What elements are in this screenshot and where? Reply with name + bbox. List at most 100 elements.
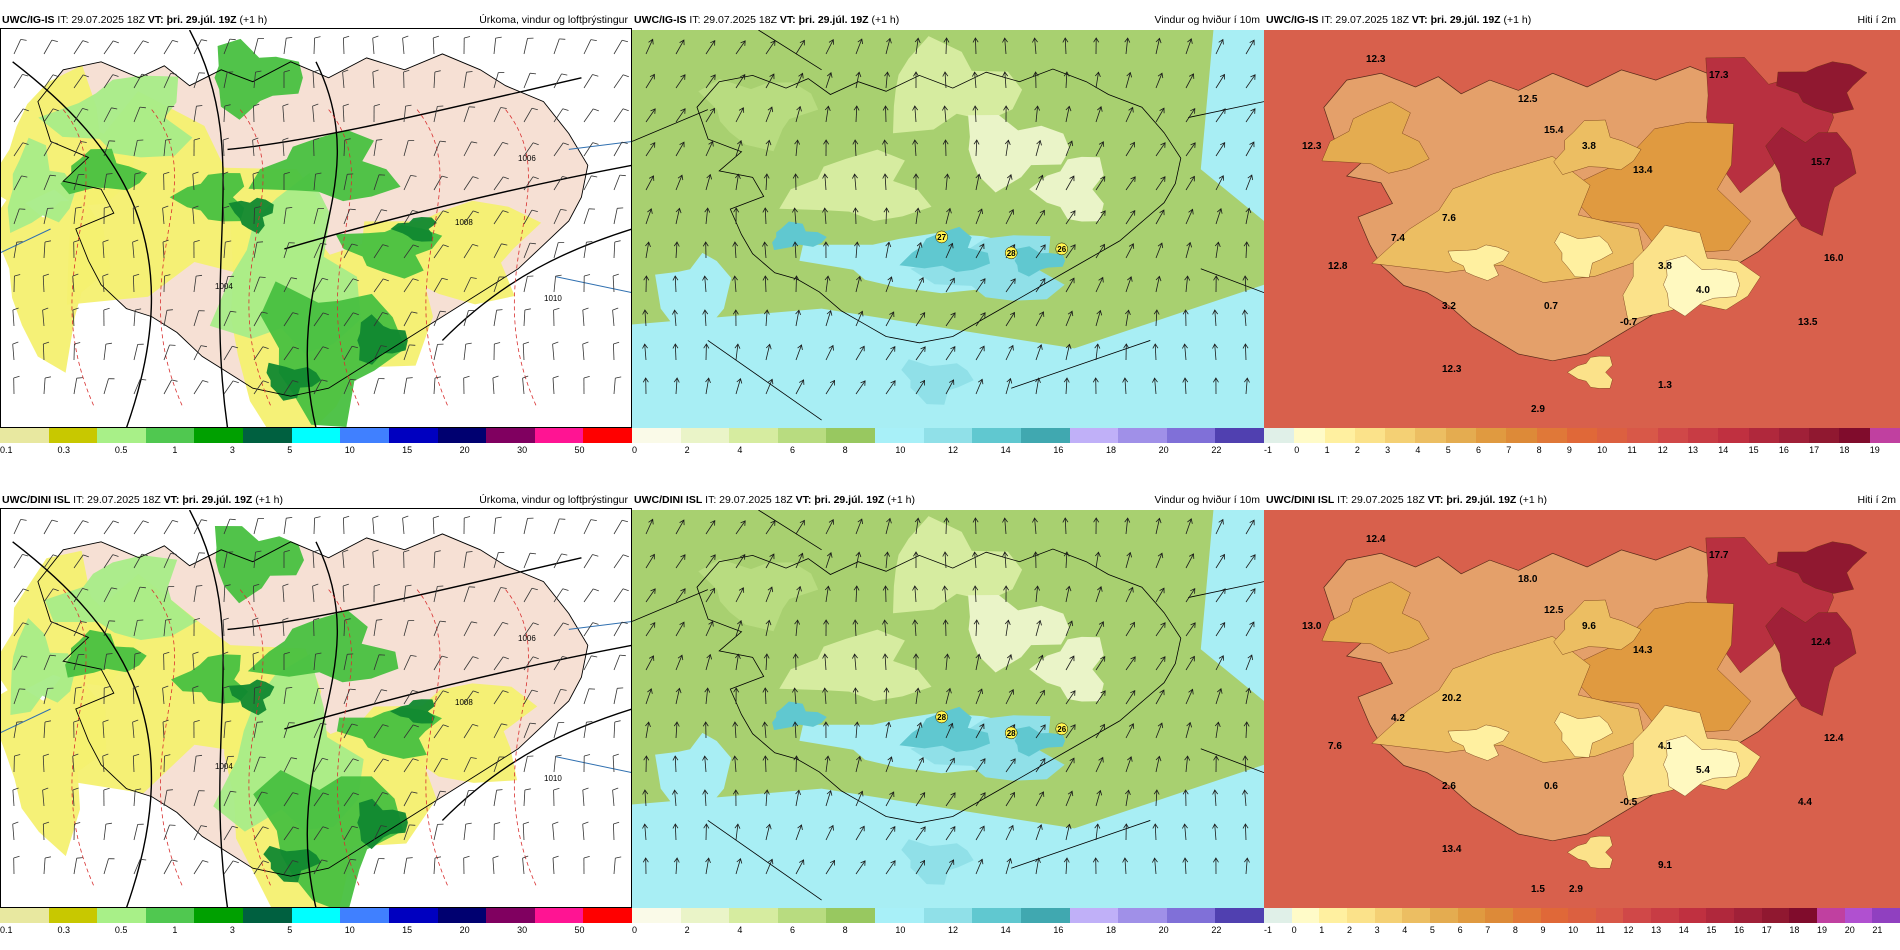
colorbar-swatch: [729, 908, 779, 923]
colorbar-swatch: [1512, 908, 1542, 923]
map-svg: 12.3 17.3 12.5 15.4 12.3 13.4 15.7 3.8 7.6 7.4 16.…: [1264, 30, 1900, 428]
colorbar-swatch: [1817, 908, 1846, 923]
colorbar-label: 0: [632, 445, 638, 455]
colorbar-swatch: [875, 908, 925, 923]
colorbar-label: 0.5: [114, 925, 128, 935]
panel-title: Vindur og hviður í 10m: [1154, 14, 1260, 26]
coastline: [37, 533, 589, 877]
colorbar-swatch: [194, 908, 245, 923]
colorbar-swatch: [1485, 908, 1514, 923]
colorbar-label: 16: [1778, 445, 1789, 455]
colorbar-label: 4: [737, 445, 743, 455]
init-time: IT: 29.07.2025 18Z: [686, 14, 780, 26]
temperature-label: 5.4: [1696, 765, 1710, 776]
temperature-label: 12.4: [1366, 534, 1386, 545]
colorbar: 0.1 0.3 0.5 1 3 5 10 15 20 30 50: [0, 428, 633, 458]
panel-run-info: UWC/DINI ISL IT: 29.07.2025 18Z VT: þri.…: [634, 492, 915, 508]
panel-header: UWC/IG-IS IT: 29.07.2025 18Z VT: þri. 29…: [1264, 12, 1900, 28]
temperature-label: 0.7: [1544, 301, 1558, 312]
colorbar-label: 5: [1429, 925, 1435, 935]
colorbar-label: -1: [1264, 925, 1273, 935]
colorbar-swatch: [1748, 428, 1780, 443]
colorbar-label: 6: [790, 925, 796, 935]
colorbar-swatch: [1540, 908, 1570, 923]
colorbar-label: 5: [1445, 445, 1451, 455]
colorbar-label: 10: [1597, 445, 1608, 455]
colorbar-label: 6: [790, 445, 796, 455]
colorbar: 0.1 0.3 0.5 1 3 5 10 15 20 30 50: [0, 908, 633, 938]
temperature-label: 4.4: [1798, 797, 1812, 808]
map-canvas: 1006 1008 1010 1004: [0, 30, 632, 428]
temperature-label: 18.0: [1518, 574, 1538, 585]
temperature-label: -0.5: [1620, 797, 1638, 808]
colorbar-swatch: [291, 908, 342, 923]
temperature-label: 9.1: [1658, 860, 1672, 871]
wind-field: [642, 517, 1256, 875]
init-time: IT: 29.07.2025 18Z: [1334, 494, 1428, 506]
colorbar-swatch: [145, 428, 196, 443]
colorbar-swatch: [486, 908, 536, 923]
colorbar-label: 0.1: [0, 445, 13, 455]
colorbar-label: 17: [1809, 445, 1820, 455]
model-name: UWC/DINI ISL: [634, 494, 703, 506]
colorbar-label: 20: [1844, 925, 1855, 935]
colorbar-label: 7: [1485, 925, 1491, 935]
gust-label: 28: [935, 710, 948, 724]
colorbar-swatch: [826, 428, 877, 443]
colorbar-label: 13: [1688, 445, 1699, 455]
colorbar-swatch: [1402, 908, 1431, 923]
colorbar-label: 8: [1536, 445, 1542, 455]
colorbar-swatch: [291, 428, 342, 443]
isobar-label: 1010: [544, 294, 562, 303]
colorbar-label: 4: [1402, 925, 1408, 935]
colorbar-swatch: [777, 428, 828, 443]
colorbar-swatch: [437, 908, 488, 923]
isobar-label: 1006: [518, 634, 536, 643]
colorbar-swatch: [1324, 428, 1356, 443]
colorbar-swatch: [1374, 908, 1404, 923]
colorbar-swatch: [777, 908, 828, 923]
map-canvas: 12.3 17.3 12.5 15.4 12.3 13.4 15.7 3.8 7.6 7.4 16.…: [1264, 30, 1900, 428]
colorbar-swatch: [1718, 428, 1750, 443]
lead-time: (+1 h): [1516, 494, 1547, 506]
temperature-label: 1.3: [1658, 380, 1672, 391]
colorbar-label: 1: [172, 925, 178, 935]
svg-text:28: 28: [1007, 249, 1016, 258]
colorbar-label: 10: [344, 925, 355, 935]
colorbar-swatch: [1778, 428, 1811, 443]
panel-run-info: UWC/DINI ISL IT: 29.07.2025 18Z VT: þri.…: [2, 492, 283, 508]
colorbar-label: 0.1: [0, 925, 13, 935]
colorbar-swatch: [680, 908, 731, 923]
temperature-label: 3.2: [1442, 301, 1456, 312]
init-time: IT: 29.07.2025 18Z: [54, 14, 148, 26]
colorbar-label: 16: [1734, 925, 1745, 935]
model-name: UWC/IG-IS: [2, 14, 55, 26]
wind-speed-field: [655, 36, 1104, 405]
temperature-field: [1321, 57, 1868, 389]
map-canvas: 12.4 17.7 18.0 12.5 13.0 14.3 12.4 9.6 20.2 4.2 12…: [1264, 510, 1900, 908]
colorbar-swatch: [534, 428, 585, 443]
colorbar-label: 8: [842, 925, 848, 935]
temperature-label: 16.0: [1824, 253, 1844, 264]
colorbar-label: 2: [684, 445, 690, 455]
isobar-label: 1008: [455, 218, 473, 227]
colorbar-swatch: [437, 428, 488, 443]
colorbar-swatch: [1734, 908, 1763, 923]
colorbar-label: 6: [1476, 445, 1482, 455]
colorbar-label: 12: [948, 445, 959, 455]
colorbar-label: 14: [1000, 445, 1011, 455]
colorbar-label: 18: [1106, 925, 1117, 935]
temperature-label: 12.3: [1442, 364, 1462, 375]
colorbar-label: -1: [1264, 445, 1273, 455]
map-svg: 27 28 26: [632, 30, 1264, 428]
init-time: IT: 29.07.2025 18Z: [702, 494, 796, 506]
temperature-label: 20.2: [1442, 693, 1462, 704]
panel-run-info: UWC/IG-IS IT: 29.07.2025 18Z VT: þri. 29…: [2, 12, 267, 28]
colorbar-swatch: [1678, 908, 1708, 923]
temperature-label: 17.3: [1709, 70, 1729, 81]
precip-field: [0, 38, 542, 428]
colorbar-swatch: [1809, 428, 1841, 443]
lead-time: (+1 h): [236, 14, 268, 26]
isobar-label: 1008: [455, 698, 473, 707]
colorbar-label: 10: [895, 925, 906, 935]
